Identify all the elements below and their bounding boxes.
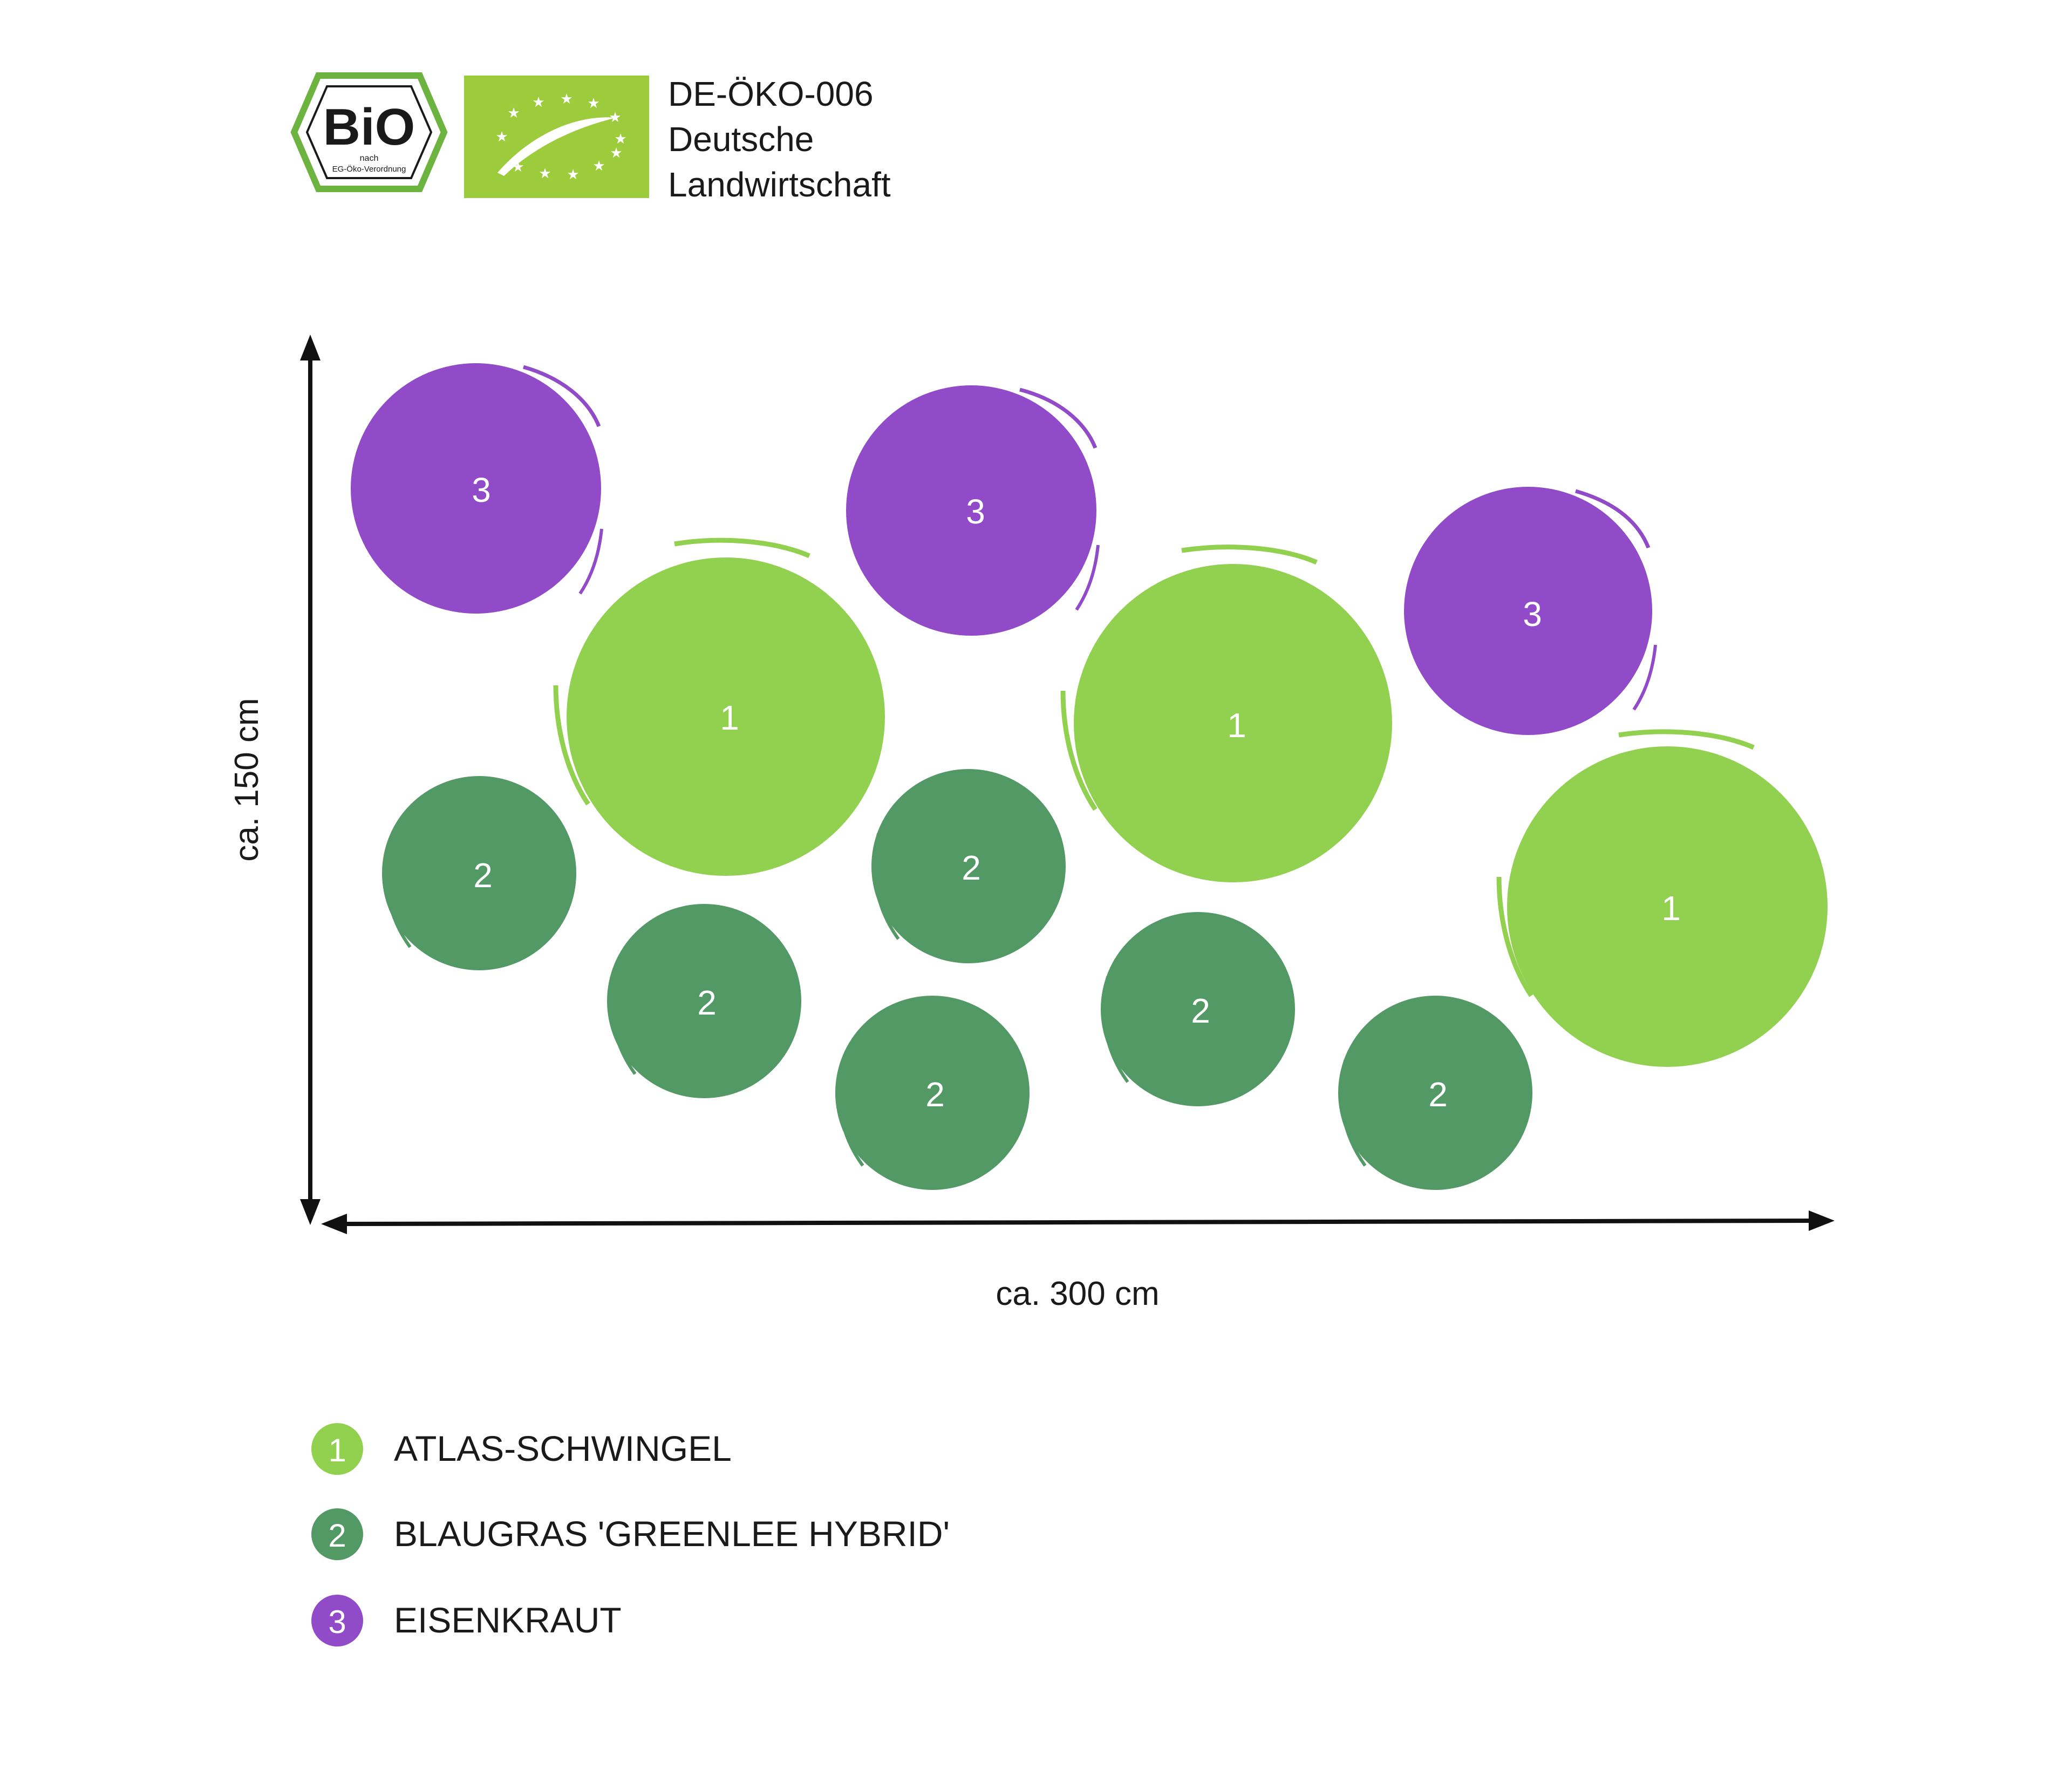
svg-text:★: ★ (614, 131, 626, 147)
legend: 1 ATLAS-SCHWINGEL 2 BLAUGRAS 'GREENLEE H… (311, 1423, 950, 1646)
plant-circle-eisenkraut: 3 (846, 385, 1100, 636)
svg-text:★: ★ (609, 110, 621, 126)
plant-circle-atlas-schwingel: 1 (1496, 729, 1828, 1067)
eu-organic-leaf-icon: ★ ★ ★ ★ ★ ★ ★ ★ ★ ★ ★ ★ (464, 76, 649, 198)
circle-label: 3 (966, 492, 985, 531)
plant-circle-blaugras: 2 (1338, 996, 1532, 1190)
plant-circle-atlas-schwingel: 1 (553, 537, 885, 876)
circle-label: 2 (1191, 991, 1210, 1030)
circle-label: 1 (720, 698, 739, 737)
legend-number: 3 (328, 1604, 346, 1640)
width-label: ca. 300 cm (996, 1275, 1159, 1312)
width-dimension-arrow (321, 1210, 1835, 1234)
legend-number: 1 (328, 1432, 346, 1468)
bio-seal-logo: BiO nach EG-Öko-Verordnung (290, 72, 448, 192)
plant-circle-blaugras: 2 (1101, 912, 1295, 1106)
circle-label: 3 (1523, 595, 1542, 634)
circle-label: 1 (1661, 889, 1681, 928)
circle-label: 2 (925, 1075, 945, 1114)
plant-circle-atlas-schwingel: 1 (1060, 545, 1392, 882)
svg-text:★: ★ (532, 94, 544, 111)
legend-number: 2 (328, 1518, 346, 1554)
legend-swatch-eisenkraut (311, 1595, 363, 1646)
plant-circle-blaugras: 2 (607, 904, 801, 1098)
circle-label: 1 (1227, 706, 1246, 745)
plant-circle-blaugras: 2 (835, 996, 1030, 1190)
svg-text:★: ★ (567, 167, 579, 183)
circle-label: 2 (697, 983, 717, 1022)
bio-seal-caption-line2: EG-Öko-Verordnung (332, 164, 406, 174)
certification-text: DE-ÖKO-006 Deutsche Landwirtschaft (668, 74, 891, 204)
svg-text:★: ★ (592, 158, 605, 174)
certification-line2: Deutsche (668, 120, 814, 159)
legend-item: 2 BLAUGRAS 'GREENLEE HYBRID' (311, 1508, 950, 1560)
height-dimension-arrow (300, 335, 321, 1225)
bio-seal-wordmark: BiO (323, 98, 415, 156)
circle-label: 3 (472, 471, 491, 509)
svg-text:★: ★ (507, 105, 520, 121)
legend-item: 1 ATLAS-SCHWINGEL (311, 1423, 732, 1475)
svg-text:★: ★ (610, 145, 622, 161)
svg-text:★: ★ (512, 159, 524, 175)
certification-line3: Landwirtschaft (668, 165, 891, 204)
legend-swatch-blaugras (311, 1508, 363, 1560)
legend-label: EISENKRAUT (394, 1600, 622, 1640)
legend-item: 3 EISENKRAUT (311, 1595, 622, 1646)
plant-circle-blaugras: 2 (871, 769, 1066, 963)
legend-label: ATLAS-SCHWINGEL (394, 1428, 732, 1468)
svg-text:★: ★ (560, 91, 572, 107)
height-label: ca. 150 cm (228, 698, 265, 861)
circle-label: 2 (473, 856, 493, 895)
svg-text:★: ★ (495, 129, 508, 145)
plant-circle-blaugras: 2 (382, 776, 576, 970)
svg-text:★: ★ (587, 96, 599, 112)
legend-label: BLAUGRAS 'GREENLEE HYBRID' (394, 1514, 950, 1554)
plant-circle-eisenkraut: 3 (351, 363, 603, 614)
bio-seal-caption-line1: nach (360, 154, 379, 163)
svg-text:★: ★ (539, 166, 551, 182)
plant-circle-eisenkraut: 3 (1404, 487, 1657, 735)
circle-label: 2 (1428, 1075, 1448, 1114)
legend-swatch-atlas-schwingel (311, 1423, 363, 1475)
certification-code: DE-ÖKO-006 (668, 74, 874, 113)
circle-label: 2 (962, 848, 981, 887)
